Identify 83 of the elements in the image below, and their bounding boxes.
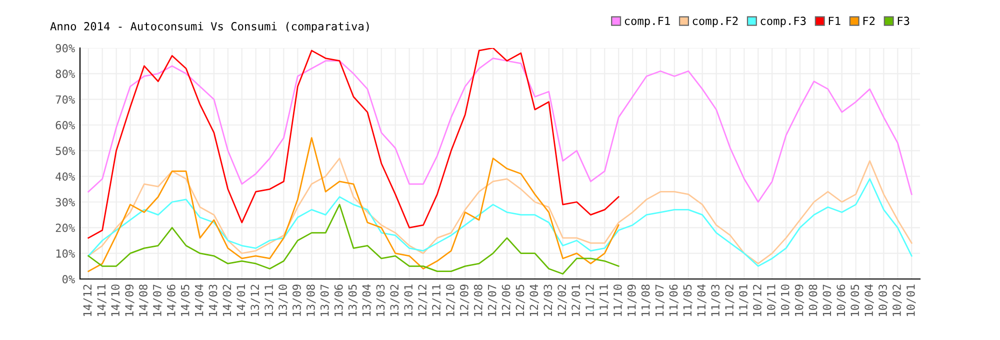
- x-tick-label: 10/09: [794, 284, 804, 316]
- x-tick-label: 14/05: [180, 284, 190, 316]
- x-tick-label: 10/01: [906, 284, 916, 316]
- chart-title: Anno 2014 - Autoconsumi Vs Consumi (comparativa): [50, 22, 369, 33]
- y-tick-label: 70%: [56, 95, 75, 104]
- x-tick-label: 14/04: [194, 284, 204, 316]
- x-tick-label: 14/08: [139, 284, 148, 316]
- y-tick-label: 90%: [56, 44, 75, 52]
- x-tick-label: 13/11: [264, 284, 274, 316]
- x-tick-label: 11/06: [669, 284, 679, 316]
- x-tick-label: 10/08: [808, 284, 818, 316]
- x-tick-label: 14/07: [152, 284, 162, 316]
- x-tick-label: 12/05: [516, 284, 526, 316]
- x-tick-label: 14/10: [111, 284, 120, 316]
- x-tick-label: 13/07: [320, 284, 330, 316]
- y-tick-label: 30%: [56, 198, 75, 206]
- line-series: [88, 48, 620, 239]
- legend-label: comp.F3: [760, 16, 806, 28]
- line-series: [88, 158, 912, 264]
- legend-label: F1: [828, 16, 840, 25]
- x-tick-label: 14/03: [208, 284, 218, 316]
- x-tick-label: 11/11: [600, 284, 609, 316]
- x-tick-label: 10/06: [836, 284, 846, 316]
- x-tick-label: 12/02: [558, 284, 567, 316]
- x-tick-label: 14/06: [166, 284, 176, 316]
- x-tick-label: 12/04: [530, 284, 540, 316]
- x-tick-label: 13/02: [390, 284, 400, 316]
- x-tick-label: 10/05: [850, 284, 860, 316]
- x-tick-label: 10/11: [766, 284, 776, 316]
- legend-label: comp.F2: [692, 16, 738, 28]
- x-tick-label: 13/08: [306, 284, 316, 316]
- x-tick-label: 12/08: [474, 284, 484, 316]
- x-tick-label: 13/09: [292, 284, 302, 316]
- line-series: [88, 137, 620, 272]
- x-tick-label: 11/03: [711, 284, 720, 316]
- y-tick-label: 80%: [56, 70, 75, 78]
- line-series: [88, 204, 620, 275]
- x-tick-label: 13/04: [362, 284, 372, 316]
- y-tick-label: 20%: [56, 224, 75, 232]
- x-tick-label: 11/08: [641, 284, 651, 316]
- x-tick-label: 12/11: [432, 284, 442, 316]
- x-tick-label: 11/05: [683, 284, 692, 316]
- legend-label: F3: [898, 16, 910, 26]
- x-tick-label: 11/09: [627, 284, 637, 316]
- x-tick-label: 13/01: [404, 284, 414, 316]
- y-tick-label: 0%: [62, 275, 75, 284]
- x-tick-label: 13/06: [334, 284, 344, 316]
- x-tick-label: 14/11: [97, 284, 106, 316]
- x-tick-label: 11/02: [725, 284, 734, 316]
- x-tick-label: 13/10: [278, 284, 288, 316]
- x-tick-label: 11/01: [739, 284, 748, 316]
- x-tick-label: 12/10: [446, 284, 456, 316]
- x-tick-label: 13/05: [348, 284, 358, 316]
- x-tick-label: 10/04: [864, 284, 874, 316]
- x-tick-label: 10/10: [780, 284, 790, 316]
- legend-label: comp.F1: [624, 16, 670, 28]
- x-tick-label: 12/01: [572, 284, 581, 316]
- x-tick-label: 12/06: [502, 284, 512, 316]
- y-tick-label: 50%: [56, 146, 75, 156]
- x-tick-label: 12/07: [488, 284, 498, 316]
- legend-label: F2: [863, 16, 875, 25]
- line-series: [88, 58, 912, 203]
- y-tick-label: 10%: [56, 249, 75, 258]
- x-tick-label: 12/09: [460, 284, 470, 316]
- x-tick-label: 12/12: [418, 284, 428, 316]
- x-tick-label: 12/03: [544, 284, 553, 316]
- x-tick-label: 14/09: [125, 284, 134, 316]
- x-tick-label: 10/03: [878, 284, 888, 316]
- line-series: [88, 178, 912, 267]
- x-tick-label: 11/10: [613, 284, 623, 316]
- x-tick-label: 10/02: [892, 284, 902, 316]
- x-tick-label: 14/12: [83, 284, 92, 316]
- x-tick-label: 11/07: [655, 284, 665, 316]
- x-tick-label: 10/12: [752, 284, 762, 316]
- y-tick-label: 60%: [56, 121, 75, 130]
- x-tick-label: 13/03: [376, 284, 386, 316]
- x-tick-label: 13/12: [250, 284, 260, 316]
- x-tick-label: 14/01: [236, 284, 246, 316]
- y-tick-label: 40%: [56, 172, 75, 181]
- x-tick-label: 14/02: [222, 284, 232, 316]
- x-tick-label: 11/12: [586, 284, 595, 316]
- x-tick-label: 10/07: [822, 284, 832, 316]
- x-tick-label: 11/04: [697, 284, 706, 316]
